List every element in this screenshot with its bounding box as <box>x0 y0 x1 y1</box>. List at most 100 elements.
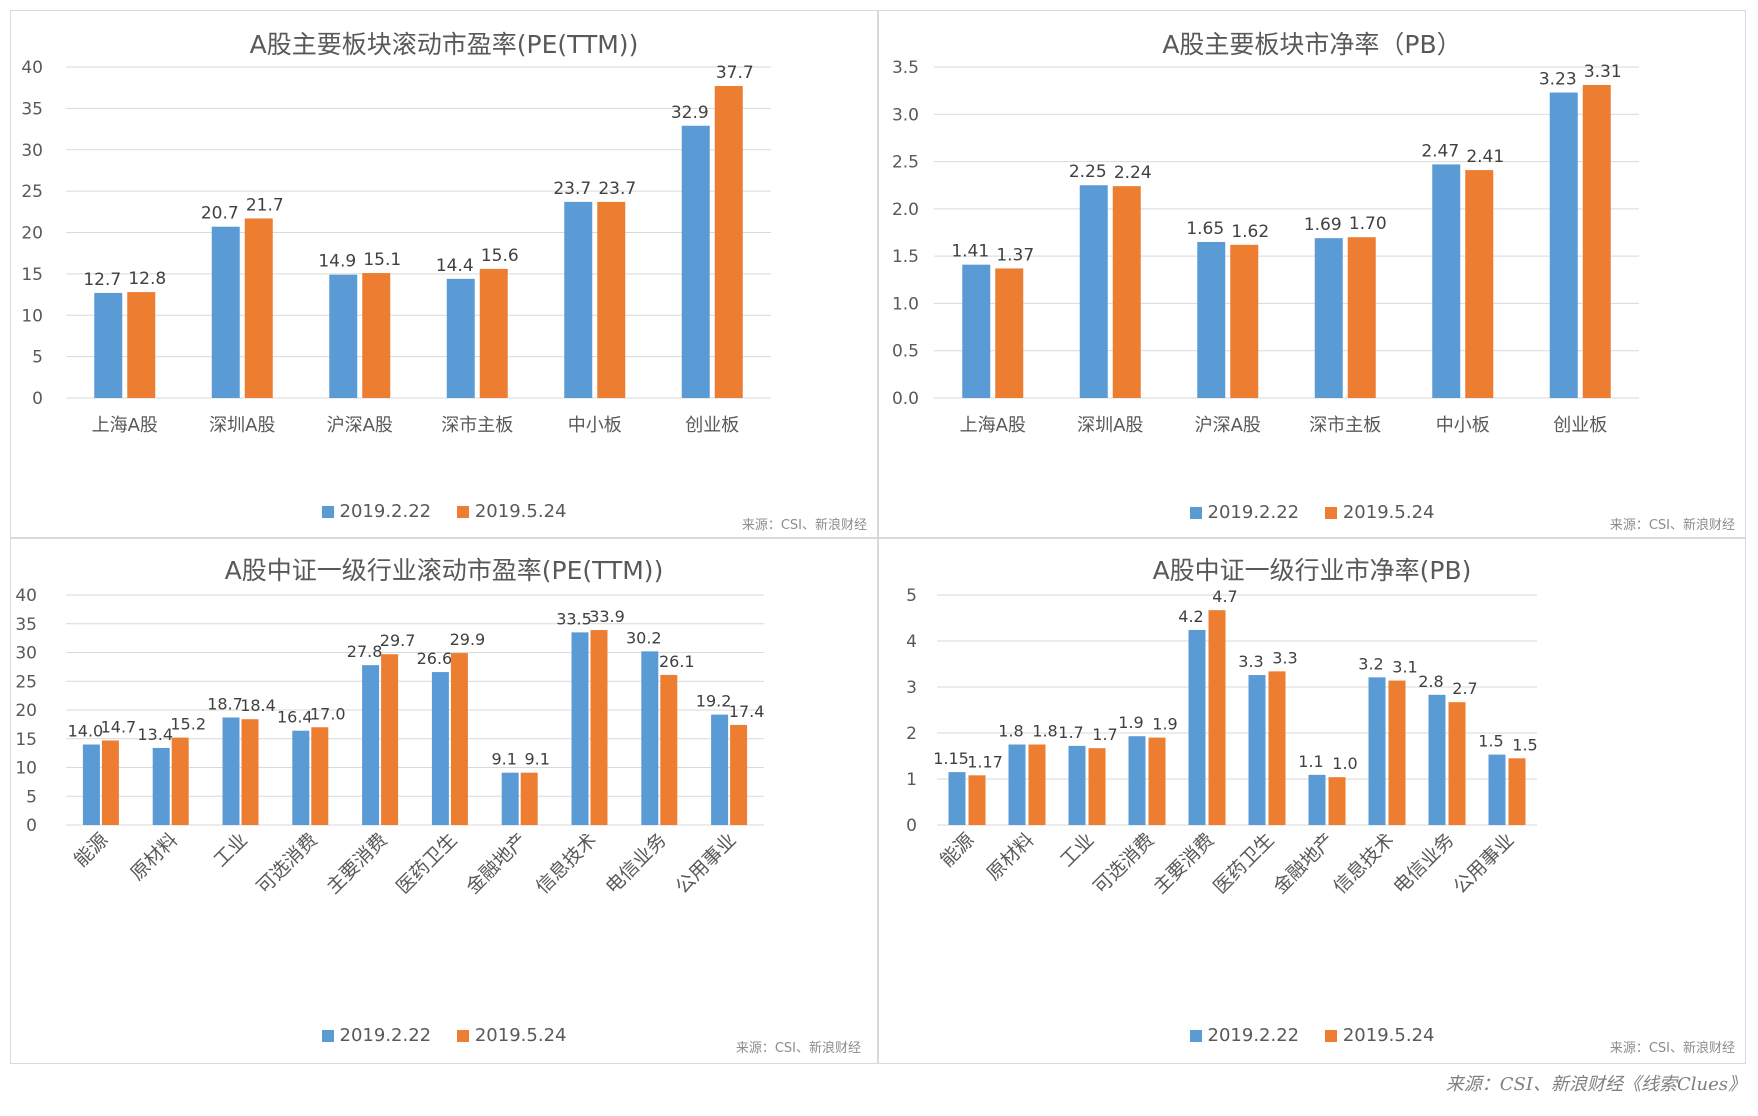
bar-series-2 <box>362 273 391 398</box>
x-category-label: 医药卫生 <box>1209 829 1278 898</box>
bar-series-1 <box>362 665 380 825</box>
chart-legend: 2019.2.22 2019.5.24 <box>879 1025 1745 1046</box>
data-label: 3.1 <box>1392 658 1417 677</box>
data-label: 26.1 <box>659 652 695 671</box>
legend-item-series-2: 2019.5.24 <box>456 501 566 522</box>
bar-chart-industry-pb: 0 1 2 3 4 5 1.151.17 能源 1.8 1.8 原材料 1.7 1.7 工业 1.9 1.9 可… <box>906 586 1538 898</box>
bar-series-2 <box>597 201 626 398</box>
bar-series-2 <box>1465 170 1494 398</box>
bar-series-2 <box>1268 671 1286 825</box>
bar-series-1 <box>329 274 358 398</box>
bar-series-2 <box>968 775 986 825</box>
bar-series-1 <box>152 747 170 825</box>
data-label: 30.2 <box>626 628 662 647</box>
bar-series-1 <box>446 278 475 398</box>
data-label: 1.9 <box>1118 713 1143 732</box>
bar-series-1 <box>94 292 123 398</box>
legend-swatch-blue <box>1189 1030 1202 1042</box>
bar-series-1 <box>948 772 966 825</box>
bar-series-2 <box>1347 237 1376 398</box>
x-category-label: 电信业务 <box>1389 829 1458 898</box>
bar-series-1 <box>1128 736 1146 825</box>
bar-series-2 <box>1508 758 1526 825</box>
legend-label: 2019.5.24 <box>474 1025 567 1046</box>
bar-series-2 <box>590 630 608 825</box>
data-label: 14.0 <box>68 722 104 741</box>
data-label: 1.1 <box>1298 752 1323 771</box>
legend-swatch-blue <box>1189 507 1202 519</box>
x-category-label: 深市主板 <box>1309 415 1381 436</box>
bar-series-2 <box>101 740 119 825</box>
data-label: 23.7 <box>553 179 591 199</box>
data-label: 2.7 <box>1452 679 1477 698</box>
page-footer-source: 来源：CSI、新浪财经《线索Clues》 <box>1445 1074 1746 1095</box>
y-tick-label: 20 <box>15 701 37 721</box>
data-label: 9.1 <box>491 750 516 769</box>
x-category-label: 公用事业 <box>1449 829 1518 898</box>
data-label: 29.9 <box>450 630 486 649</box>
bar-series-2 <box>1328 777 1346 825</box>
y-tick-label: 1 <box>906 770 917 790</box>
chart-legend: 2019.2.22 2019.5.24 <box>11 501 877 522</box>
y-tick-label: 10 <box>21 306 43 326</box>
data-label: 15.6 <box>481 246 519 266</box>
y-tick-label: 25 <box>15 672 37 692</box>
bar-series-1 <box>1248 675 1266 825</box>
data-label: 2.41 <box>1466 147 1504 167</box>
legend-label: 2019.2.22 <box>339 1025 432 1046</box>
legend-item-series-2: 2019.5.24 <box>456 1025 567 1046</box>
legend-item-series-1: 2019.2.22 <box>321 1025 432 1046</box>
data-label: 14.7 <box>101 717 137 736</box>
data-label: 18.7 <box>207 694 243 713</box>
x-category-label: 原材料 <box>126 829 182 885</box>
y-tick-label: 25 <box>21 182 43 202</box>
data-label: 15.1 <box>363 250 401 270</box>
legend-swatch-blue <box>321 506 334 518</box>
chart-legend: 2019.2.22 2019.5.24 <box>11 1025 877 1046</box>
bar-series-1 <box>82 744 100 825</box>
bar-series-2 <box>1208 610 1226 825</box>
bar-series-2 <box>244 218 273 398</box>
legend-swatch-orange <box>1324 1030 1337 1042</box>
legend-label: 2019.2.22 <box>1207 502 1300 523</box>
bar-series-2 <box>1388 680 1406 825</box>
data-label: 1.5 <box>1478 732 1503 751</box>
x-category-label: 能源 <box>70 829 112 871</box>
x-category-label: 上海A股 <box>92 415 158 436</box>
bar-series-2 <box>381 654 399 825</box>
bar-series-1 <box>1432 164 1461 398</box>
x-category-label: 中小板 <box>568 415 622 436</box>
chart-panel-industry-pe: A股中证一级行业滚动市盈率(PE(TTM)) 0 5 10 15 20 25 30 35 40 1… <box>10 538 878 1064</box>
x-category-label: 深市主板 <box>441 415 513 436</box>
data-label: 3.23 <box>1539 70 1577 90</box>
data-label: 13.4 <box>137 725 173 744</box>
y-tick-label: 40 <box>15 586 37 606</box>
x-category-label: 能源 <box>936 829 978 871</box>
y-tick-label: 40 <box>21 58 43 78</box>
bar-series-1 <box>1549 92 1578 398</box>
chart-title: A股中证一级行业滚动市盈率(PE(TTM)) <box>224 556 664 585</box>
y-tick-label: 0 <box>32 389 43 409</box>
data-label: 1.62 <box>1231 222 1269 242</box>
bar-series-1 <box>1308 774 1326 825</box>
data-label: 26.6 <box>417 649 453 668</box>
bar-series-1 <box>1428 694 1446 825</box>
data-label: 14.9 <box>318 252 356 272</box>
bar-series-2 <box>1448 702 1466 825</box>
x-category-label: 主要消费 <box>1149 829 1218 898</box>
bar-series-1 <box>962 264 991 398</box>
data-label: 1.9 <box>1152 715 1177 734</box>
x-category-label: 电信业务 <box>602 829 671 898</box>
y-tick-label: 0.5 <box>892 342 919 362</box>
bar-series-2 <box>660 674 678 825</box>
bar-series-2 <box>127 292 156 398</box>
bar-series-2 <box>1112 186 1141 398</box>
x-category-label: 深圳A股 <box>1077 415 1143 436</box>
data-label: 29.7 <box>380 631 416 650</box>
data-label: 4.7 <box>1212 587 1237 606</box>
chart-panel-main-board-pe: A股主要板块滚动市盈率(PE(TTM)) 0 5 10 15 20 25 30 35 40 12.… <box>10 10 878 538</box>
y-tick-label: 35 <box>15 615 37 635</box>
data-label: 4.2 <box>1178 607 1203 626</box>
bar-series-1 <box>711 714 729 825</box>
chart-title: A股主要板块滚动市盈率(PE(TTM)) <box>249 30 639 59</box>
